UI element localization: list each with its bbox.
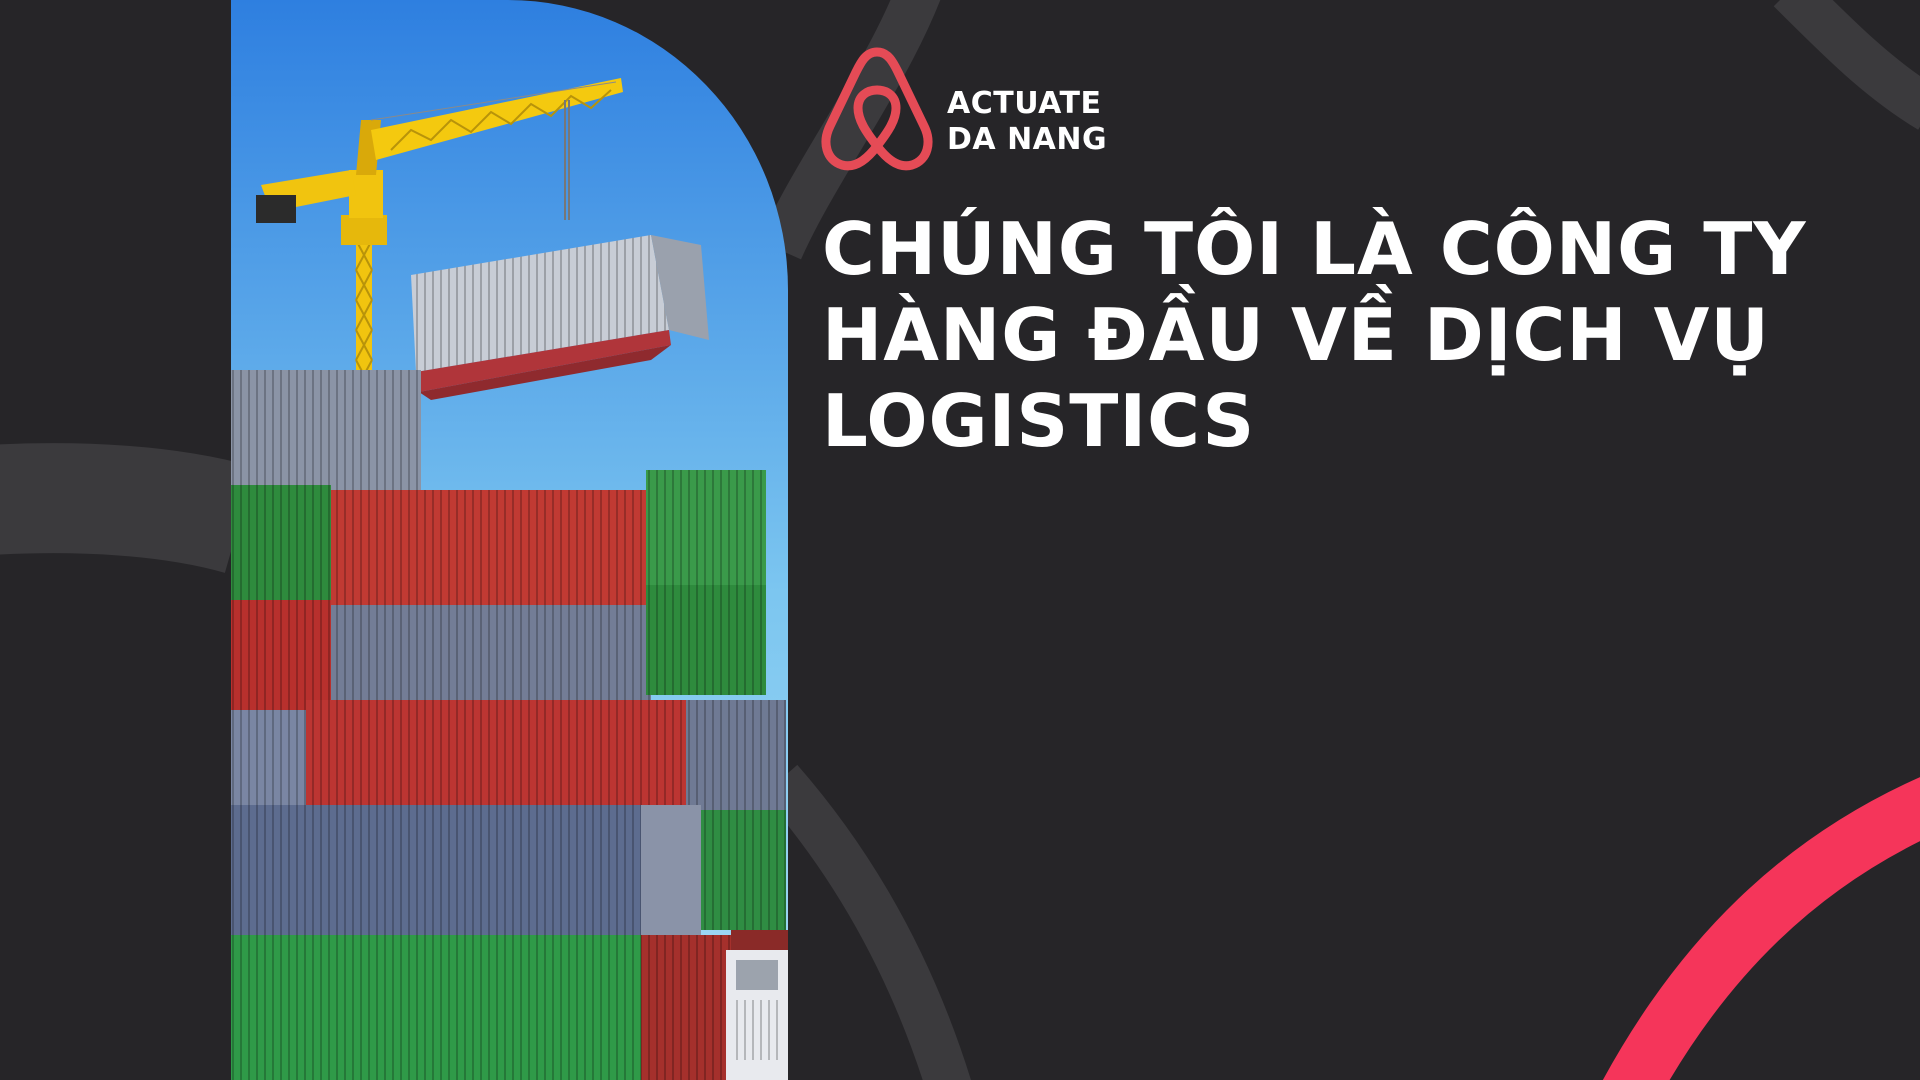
brand-line-2: DA NANG [947,122,1108,157]
hanging-container [411,235,709,400]
truck [726,950,788,1080]
gray-arc-left [0,443,256,574]
brand-line-1: ACTUATE [947,86,1102,121]
headline-line-2: HÀNG ĐẦU VỀ DỊCH VỤ [822,293,1770,377]
airbnb-belo-icon [821,47,933,171]
headline: CHÚNG TÔI LÀ CÔNG TY HÀNG ĐẦU VỀ DỊCH VỤ… [822,206,1882,464]
tower-crane [256,78,623,450]
brand-name: ACTUATE DA NANG [947,86,1107,158]
gray-arc-top-right [1773,0,1920,130]
hero-photo [231,0,788,1080]
gray-arc-bottom [762,764,971,1080]
container-stack-left [231,370,421,805]
pink-accent-arc [1602,777,1920,1080]
headline-line-3: LOGISTICS [822,379,1256,463]
container-yard-illustration [231,0,788,1080]
headline-line-1: CHÚNG TÔI LÀ CÔNG TY [822,207,1807,291]
